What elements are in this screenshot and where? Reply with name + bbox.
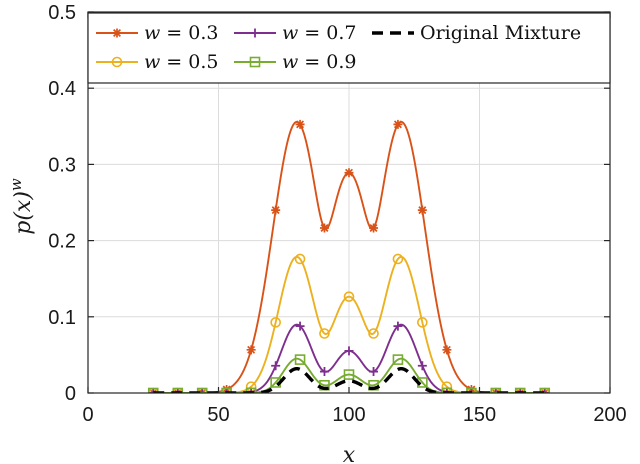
marker-square — [196, 387, 208, 393]
legend-label: Original Mixture — [420, 22, 581, 44]
marker-circle — [270, 317, 281, 328]
marker-plus — [491, 388, 501, 393]
legend-label-variable: w — [282, 51, 298, 73]
marker-plus — [540, 388, 550, 393]
marker-asterisk — [295, 119, 305, 129]
marker-plus — [173, 388, 183, 393]
y-axis-label-main: p(x) — [11, 191, 36, 235]
marker-square — [294, 354, 306, 365]
marker-plus — [393, 321, 403, 331]
marker-circle — [294, 253, 306, 265]
marker-circle — [368, 328, 379, 339]
marker-asterisk — [344, 168, 354, 178]
legend-label: w = 0.7 — [282, 22, 356, 44]
marker-asterisk — [271, 205, 281, 215]
legend-label: w = 0.9 — [282, 51, 356, 73]
marker-plus — [417, 361, 427, 371]
marker-square — [249, 56, 261, 68]
marker-asterisk — [246, 345, 256, 355]
legend-entry: w = 0.5 — [96, 51, 218, 73]
marker-asterisk — [393, 119, 403, 129]
legend-label-variable: w — [144, 51, 160, 73]
legend-entry: w = 0.7 — [234, 22, 356, 44]
legend-label-variable: w — [282, 22, 298, 44]
x-axis-label: x — [343, 443, 356, 464]
marker-plus — [344, 346, 354, 356]
marker-plus — [295, 321, 305, 331]
y-tick-label: 0.1 — [48, 307, 76, 329]
legend-entry: Original Mixture — [372, 22, 581, 44]
legend-box — [87, 12, 611, 84]
x-tick-label: 50 — [207, 404, 229, 426]
marker-plus — [271, 361, 281, 371]
marker-circle — [392, 253, 404, 265]
legend-entry: w = 0.9 — [234, 51, 356, 73]
marker-plus — [369, 367, 379, 377]
marker-circle — [111, 56, 123, 68]
marker-square — [490, 387, 502, 393]
legend-label: w = 0.3 — [144, 22, 218, 44]
marker-square — [539, 387, 551, 393]
legend-label-value: = 0.3 — [160, 22, 218, 44]
y-tick-label: 0.3 — [48, 154, 76, 176]
marker-asterisk — [442, 345, 452, 355]
marker-asterisk — [112, 28, 122, 38]
marker-square — [147, 387, 159, 393]
legend-label-variable: w — [144, 22, 160, 44]
marker-circle — [417, 317, 428, 328]
marker-asterisk — [319, 223, 329, 233]
legend-label: w = 0.5 — [144, 51, 218, 73]
x-tick-label: 100 — [332, 404, 365, 426]
y-tick-label: 0.2 — [48, 231, 76, 253]
y-axis-label: p(x)w — [7, 178, 36, 235]
marker-circle — [319, 328, 330, 339]
marker-square — [343, 369, 355, 380]
x-tick-label: 0 — [82, 404, 93, 426]
x-tick-label: 150 — [463, 404, 496, 426]
y-tick-label: 0.4 — [48, 78, 76, 100]
marker-plus — [148, 388, 158, 393]
marker-square — [514, 387, 526, 393]
marker-square — [172, 387, 184, 393]
marker-plus — [319, 367, 329, 377]
y-tick-label: 0.5 — [48, 2, 76, 24]
legend-label-value: = 0.9 — [298, 51, 356, 73]
marker-circle — [343, 291, 355, 302]
marker-asterisk — [417, 205, 427, 215]
x-tick-label: 200 — [593, 404, 626, 426]
legend-label-value: = 0.7 — [298, 22, 356, 44]
marker-square — [392, 354, 404, 365]
marker-plus — [197, 388, 207, 393]
marker-plus — [250, 28, 260, 38]
series-line — [152, 357, 546, 393]
y-tick-label: 0 — [65, 383, 76, 405]
marker-plus — [515, 388, 525, 393]
legend-entry: w = 0.3 — [96, 22, 218, 44]
y-axis-label-superscript: w — [7, 178, 25, 191]
marker-asterisk — [369, 223, 379, 233]
legend-label-value: = 0.5 — [160, 51, 218, 73]
